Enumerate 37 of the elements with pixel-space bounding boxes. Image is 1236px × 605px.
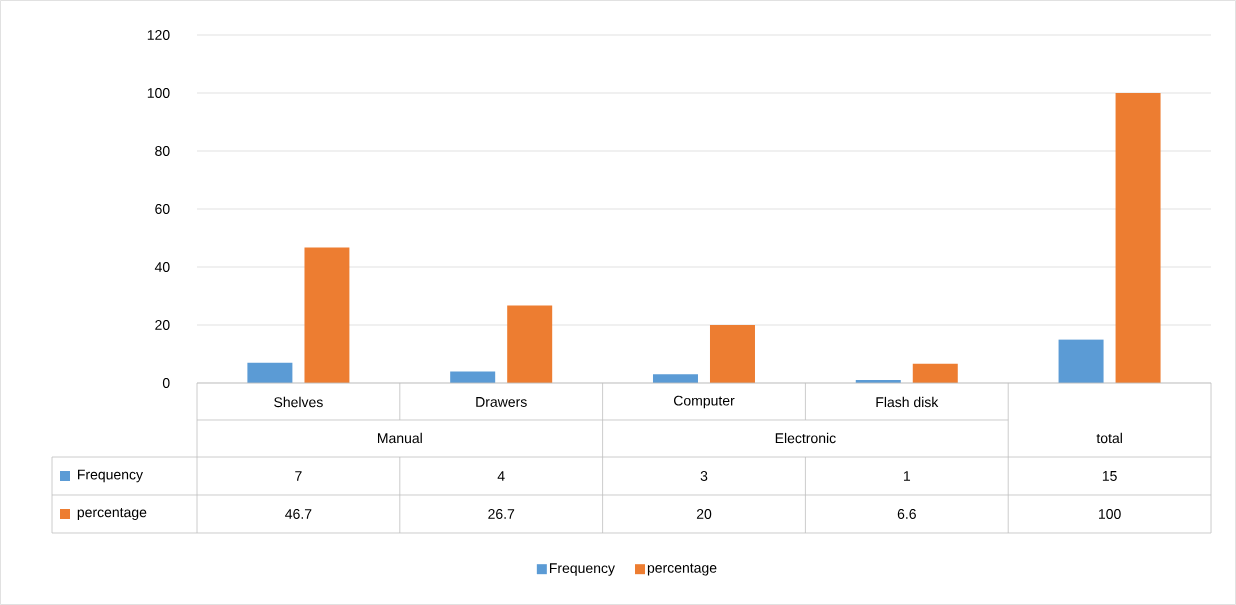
y-tick-label: 120	[147, 30, 170, 40]
data-label: 26.7	[488, 509, 515, 519]
y-tick-label: 80	[155, 146, 170, 156]
data-label: 15	[1102, 471, 1117, 481]
x-tick-label: Drawers	[476, 397, 527, 407]
data-label: 3	[700, 471, 708, 481]
bar	[304, 247, 350, 383]
data-label: 46.7	[285, 509, 312, 519]
text: Frequency	[549, 563, 615, 576]
data-label: 1	[903, 471, 911, 481]
legend-label: percentage	[647, 563, 717, 576]
bar	[450, 371, 496, 383]
x-tick-label: Computer	[673, 395, 735, 409]
text: total	[1096, 432, 1122, 444]
x-tick-label: Flash disk	[876, 396, 939, 408]
y-tick-label: 60	[155, 204, 170, 214]
text: Electronic	[775, 432, 836, 444]
bar	[247, 362, 293, 383]
y-tick-label: 0	[162, 378, 170, 388]
bar	[507, 305, 553, 383]
x-tick-label: Shelves	[274, 396, 323, 408]
y-tick-label: 20	[155, 320, 170, 330]
data-label: 100	[1099, 509, 1121, 519]
bar	[652, 374, 698, 383]
bar	[709, 325, 755, 383]
y-tick-label: 40	[154, 262, 170, 272]
data-label: 7	[295, 471, 302, 481]
data-label: 4	[497, 471, 505, 481]
text: percentage	[77, 508, 147, 520]
bar	[1115, 93, 1161, 383]
text: Manual	[377, 432, 422, 444]
y-tick-label: 100	[147, 88, 170, 98]
legend-label: Frequency	[78, 469, 143, 483]
bar	[912, 363, 958, 383]
bar	[1058, 339, 1104, 383]
data-label: 6.6	[897, 509, 916, 519]
data-label: 20	[696, 509, 712, 519]
